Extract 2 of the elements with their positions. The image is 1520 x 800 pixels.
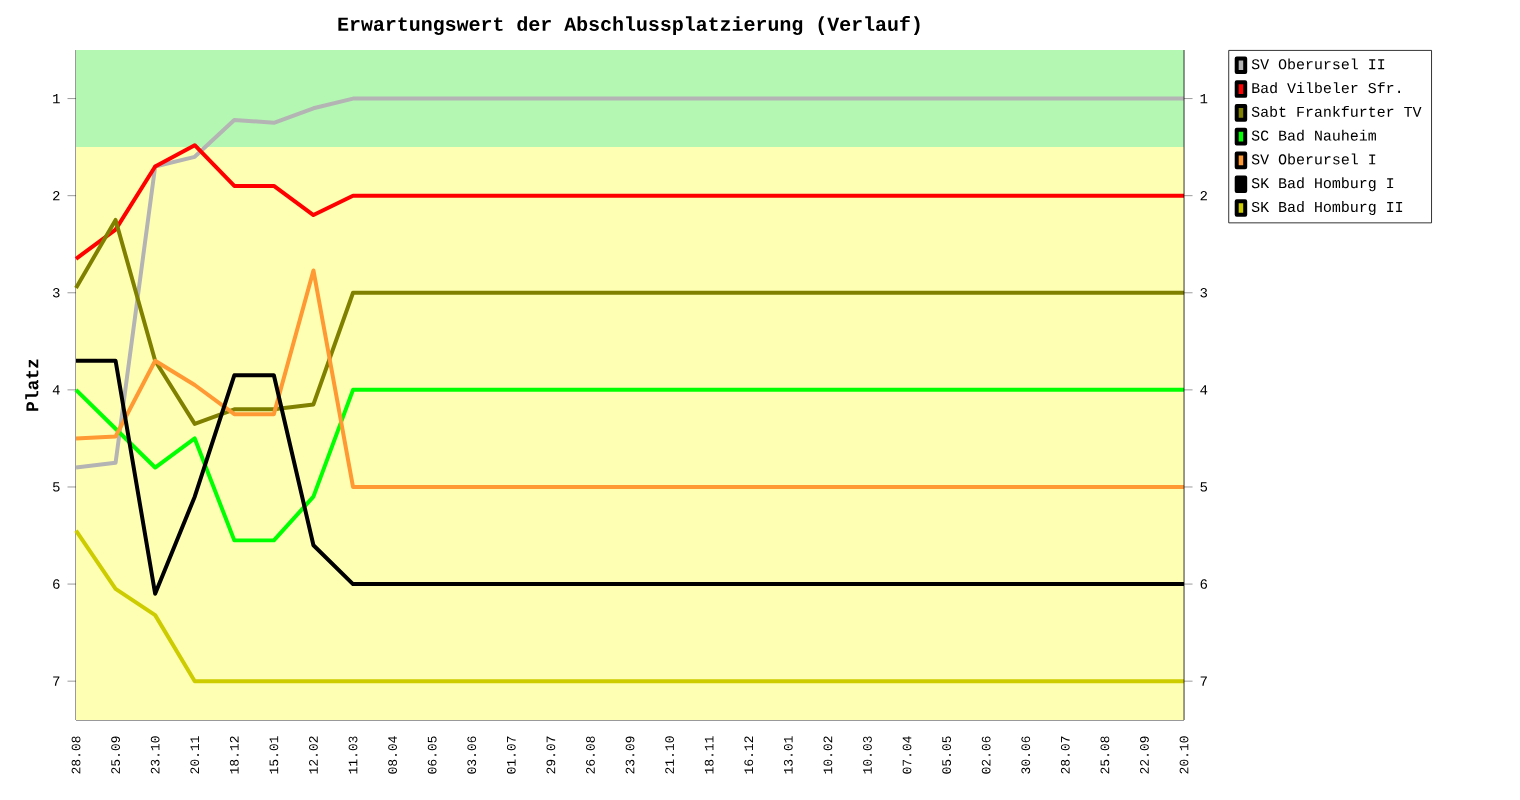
y-axis-title: Platz [25, 359, 39, 411]
chart-title: Erwartungswert der Abschlussplatzierung (Verlauf) [338, 16, 920, 35]
